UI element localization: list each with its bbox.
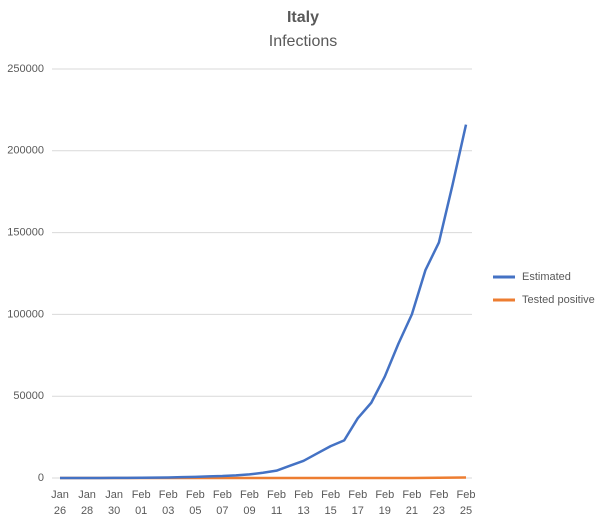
y-tick-label: 100000 (7, 308, 44, 320)
line-series (60, 124, 468, 480)
x-tick-label: Feb 07 (212, 489, 232, 517)
chart-subtitle: Infections (269, 33, 337, 50)
x-tick-label: Feb 21 (402, 489, 422, 517)
x-tick-label: Feb 19 (375, 489, 395, 517)
legend-label: Estimated (522, 271, 571, 283)
x-tick-label: Feb 23 (429, 489, 449, 517)
chart-title: Italy (287, 9, 319, 26)
x-tick-label: Feb 03 (158, 489, 178, 517)
x-tick-label: Feb 05 (185, 489, 205, 517)
x-tick-label: Feb 17 (348, 489, 368, 517)
y-tick-label: 0 (38, 472, 44, 484)
y-tick-label: 150000 (7, 227, 44, 239)
x-tick-label: Jan 26 (51, 489, 69, 517)
y-tick-label: 50000 (13, 390, 44, 402)
y-tick-label: 200000 (7, 145, 44, 157)
x-tick-label: Feb 09 (239, 489, 259, 517)
x-tick-label: Jan 28 (78, 489, 96, 517)
x-tick-label: Feb 15 (321, 489, 341, 517)
x-tick-label: Feb 13 (294, 489, 314, 517)
x-tick-label: Jan 30 (105, 489, 123, 517)
x-tick-label: Feb 11 (267, 489, 287, 517)
x-tick-label: Feb 01 (131, 489, 151, 517)
x-tick-label: Feb 25 (456, 489, 476, 517)
y-tick-label: 250000 (7, 63, 44, 75)
legend-label: Tested positive (522, 294, 595, 306)
